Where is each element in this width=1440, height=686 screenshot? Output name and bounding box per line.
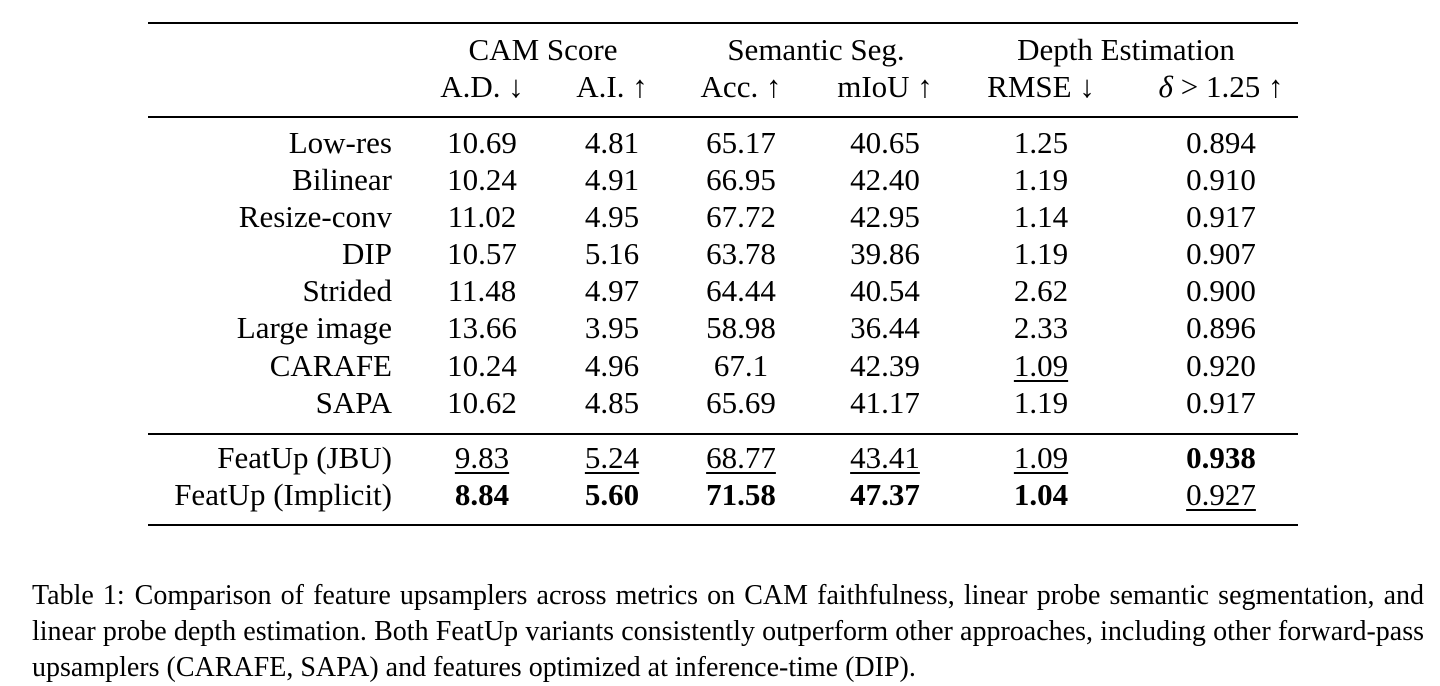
cell-value-second-best: 5.24: [584, 440, 640, 475]
caption-label: Table 1:: [32, 580, 125, 611]
cell-value: 65.17: [706, 125, 776, 160]
cell-value-best: 47.37: [850, 477, 920, 512]
cell-value: 41.17: [850, 385, 920, 420]
cell-value: 2.62: [1013, 273, 1069, 308]
cell-value: 4.85: [584, 385, 640, 420]
cell-value: 36.44: [850, 310, 920, 345]
row-label-dip: DIP: [342, 236, 392, 271]
cell-value: 0.894: [1186, 125, 1256, 160]
cell-value: 3.95: [584, 310, 640, 345]
cell-value: 11.02: [447, 199, 517, 234]
cell-value: 67.1: [713, 348, 769, 383]
table-caption: Table 1: Comparison of feature upsamplers…: [32, 578, 1424, 686]
cell-value-best: 0.938: [1186, 440, 1256, 475]
metric-header-miou: mIoU ↑: [837, 69, 933, 104]
cell-value: 4.96: [584, 348, 640, 383]
cell-value-best: 1.04: [1013, 477, 1069, 512]
group-header-depth-estimation: Depth Estimation: [1017, 32, 1235, 67]
cell-value: 4.81: [584, 125, 640, 160]
row-label-strided: Strided: [302, 273, 392, 308]
cell-value: 2.33: [1013, 310, 1069, 345]
cell-value: 4.95: [584, 199, 640, 234]
cell-value: 10.24: [447, 348, 517, 383]
cell-value: 39.86: [850, 236, 920, 271]
cell-value: 1.25: [1013, 125, 1069, 160]
cell-value-second-best: 1.09: [1013, 440, 1069, 475]
cell-value: 0.920: [1186, 348, 1256, 383]
cell-value: 0.917: [1186, 199, 1256, 234]
metric-header-delta: δ > 1.25 ↑: [1159, 71, 1284, 102]
cell-value: 65.69: [706, 385, 776, 420]
row-label-low-res: Low-res: [288, 125, 392, 160]
cell-value: 0.900: [1186, 273, 1256, 308]
cell-value: 10.62: [447, 385, 517, 420]
cell-value: 64.44: [706, 273, 776, 308]
cell-value: 0.896: [1186, 310, 1256, 345]
row-label-featup-jbu: FeatUp (JBU): [217, 440, 392, 475]
row-label-large-image: Large image: [236, 310, 392, 345]
cell-value: 40.54: [850, 273, 920, 308]
cell-value: 10.69: [447, 125, 517, 160]
cell-value: 0.910: [1186, 162, 1256, 197]
bottom-rule: [148, 524, 1298, 526]
cell-value: 13.66: [447, 310, 517, 345]
cell-value: 67.72: [706, 199, 776, 234]
metric-header-ai: A.I. ↑: [576, 69, 648, 104]
cell-value: 1.19: [1013, 385, 1069, 420]
cell-value-best: 71.58: [706, 477, 776, 512]
top-rule: [148, 22, 1298, 24]
cell-value: 10.57: [447, 236, 517, 271]
cell-value: 4.97: [584, 273, 640, 308]
cell-value: 1.19: [1013, 236, 1069, 271]
group-header-cam-score: CAM Score: [468, 32, 618, 67]
cell-value: 42.39: [850, 348, 920, 383]
cell-value: 66.95: [706, 162, 776, 197]
cell-value: 4.91: [584, 162, 640, 197]
row-label-featup-implicit: FeatUp (Implicit): [174, 477, 392, 512]
cell-value: 42.95: [850, 199, 920, 234]
metric-header-ad: A.D. ↓: [440, 69, 524, 104]
delta-symbol: δ: [1158, 69, 1173, 104]
metric-header-rmse: RMSE ↓: [987, 69, 1095, 104]
row-label-resize-conv: Resize-conv: [238, 199, 392, 234]
row-label-bilinear: Bilinear: [292, 162, 392, 197]
cell-value-best: 8.84: [454, 477, 510, 512]
cell-value: 1.19: [1013, 162, 1069, 197]
cell-value: 1.14: [1013, 199, 1069, 234]
header-rule: [148, 116, 1298, 118]
cell-value: 11.48: [447, 273, 517, 308]
cell-value: 58.98: [706, 310, 776, 345]
cell-value: 63.78: [706, 236, 776, 271]
group-header-semantic-seg: Semantic Seg.: [727, 32, 905, 67]
cell-value: 10.24: [447, 162, 517, 197]
cell-value: 5.16: [584, 236, 640, 271]
featup-separator-rule: [148, 433, 1298, 435]
row-label-carafe: CARAFE: [269, 348, 392, 383]
cell-value: 42.40: [850, 162, 920, 197]
cell-value-second-best: 68.77: [706, 440, 776, 475]
cell-value-best: 5.60: [584, 477, 640, 512]
delta-threshold-label: > 1.25 ↑: [1180, 69, 1284, 104]
cell-value: 0.917: [1186, 385, 1256, 420]
cell-value-second-best: 43.41: [850, 440, 920, 475]
cell-value-second-best: 0.927: [1186, 477, 1256, 512]
row-label-sapa: SAPA: [315, 385, 392, 420]
cell-value-second-best: 9.83: [454, 440, 510, 475]
metric-header-acc: Acc. ↑: [700, 69, 782, 104]
cell-value: 0.907: [1186, 236, 1256, 271]
cell-value: 40.65: [850, 125, 920, 160]
cell-value-second-best: 1.09: [1013, 348, 1069, 383]
caption-text: Comparison of feature upsamplers across …: [32, 580, 1425, 683]
